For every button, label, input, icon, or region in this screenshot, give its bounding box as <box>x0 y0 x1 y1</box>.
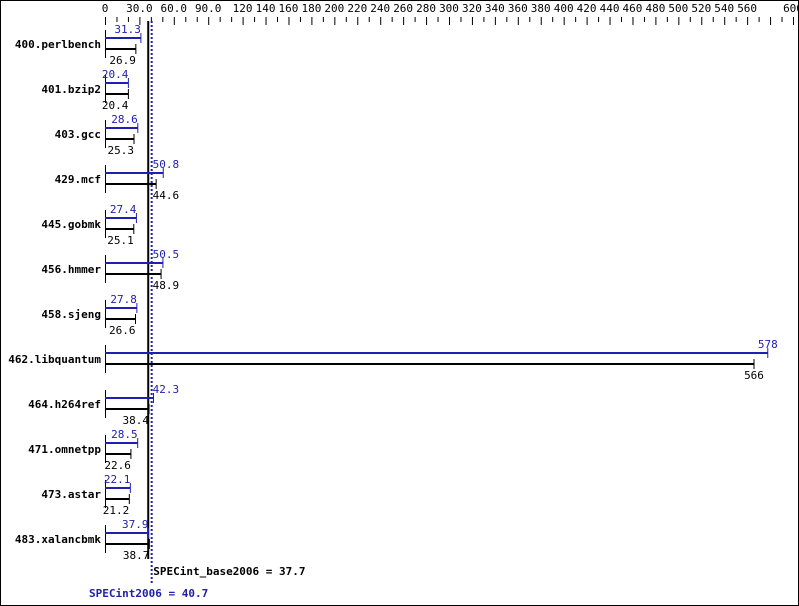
benchmark-label: 403.gcc <box>55 128 101 141</box>
axis-tick-label: 440 <box>600 2 620 15</box>
axis-tick-label: 600 <box>783 2 798 15</box>
peak-value-label: 28.6 <box>111 113 138 126</box>
benchmark-label: 462.libquantum <box>8 353 101 366</box>
benchmark-label: 458.sjeng <box>41 308 101 321</box>
axis-tick-label: 60.0 <box>161 2 188 15</box>
base-value-label: 38.7 <box>123 549 150 562</box>
base-value-label: 25.3 <box>108 144 135 157</box>
axis-tick-label: 180 <box>301 2 321 15</box>
base-value-label: 20.4 <box>102 99 129 112</box>
axis-tick-label: 160 <box>279 2 299 15</box>
axis-tick-label: 520 <box>691 2 711 15</box>
axis-tick-label: 120 <box>233 2 253 15</box>
base-value-label: 21.2 <box>103 504 130 517</box>
benchmark-label: 483.xalancbmk <box>15 533 101 546</box>
axis-tick-label: 220 <box>347 2 367 15</box>
peak-value-label: 28.5 <box>111 428 138 441</box>
peak-value-label: 578 <box>758 338 778 351</box>
axis-tick-label: 240 <box>370 2 390 15</box>
axis-tick-label: 540 <box>714 2 734 15</box>
axis-tick-label: 90.0 <box>195 2 222 15</box>
benchmark-label: 401.bzip2 <box>41 83 101 96</box>
axis-tick-label: 380 <box>531 2 551 15</box>
peak-value-label: 37.9 <box>122 518 149 531</box>
axis-tick-label: 0 <box>102 2 109 15</box>
axis-tick-label: 260 <box>393 2 413 15</box>
axis-tick-label: 280 <box>416 2 436 15</box>
benchmark-label: 456.hmmer <box>41 263 101 276</box>
peak-value-label: 27.4 <box>110 203 137 216</box>
peak-value-label: 42.3 <box>153 383 180 396</box>
axis-tick-label: 30.0 <box>126 2 153 15</box>
axis-tick-label: 140 <box>256 2 276 15</box>
base-value-label: 26.9 <box>109 54 136 67</box>
axis-tick-label: 460 <box>623 2 643 15</box>
axis-tick-label: 360 <box>508 2 528 15</box>
peak-value-label: 31.3 <box>114 23 141 36</box>
axis-tick-label: 560 <box>737 2 757 15</box>
peak-value-label: 20.4 <box>102 68 129 81</box>
base-value-label: 26.6 <box>109 324 136 337</box>
axis-tick-label: 400 <box>554 2 574 15</box>
base-value-label: 566 <box>744 369 764 382</box>
peak-reference-label: SPECint2006 = 40.7 <box>89 587 208 600</box>
axis-tick-label: 420 <box>577 2 597 15</box>
base-value-label: 44.6 <box>153 189 180 202</box>
benchmark-label: 429.mcf <box>55 173 101 186</box>
axis-tick-label: 300 <box>439 2 459 15</box>
base-value-label: 38.4 <box>123 414 150 427</box>
axis-tick-label: 480 <box>645 2 665 15</box>
benchmark-label: 473.astar <box>41 488 101 501</box>
base-value-label: 25.1 <box>107 234 134 247</box>
axis-tick-label: 200 <box>324 2 344 15</box>
benchmark-label: 400.perlbench <box>15 38 101 51</box>
peak-value-label: 50.5 <box>153 248 180 261</box>
peak-value-label: 22.1 <box>104 473 131 486</box>
axis-tick-label: 500 <box>668 2 688 15</box>
benchmark-label: 464.h264ref <box>28 398 101 411</box>
axis-tick-label: 340 <box>485 2 505 15</box>
benchmark-label: 445.gobmk <box>41 218 101 231</box>
peak-value-label: 27.8 <box>110 293 137 306</box>
peak-value-label: 50.8 <box>153 158 180 171</box>
base-reference-label: SPECint_base2006 = 37.7 <box>153 565 305 578</box>
benchmark-label: 471.omnetpp <box>28 443 101 456</box>
base-value-label: 22.6 <box>104 459 131 472</box>
base-value-label: 48.9 <box>153 279 180 292</box>
axis-tick-label: 320 <box>462 2 482 15</box>
